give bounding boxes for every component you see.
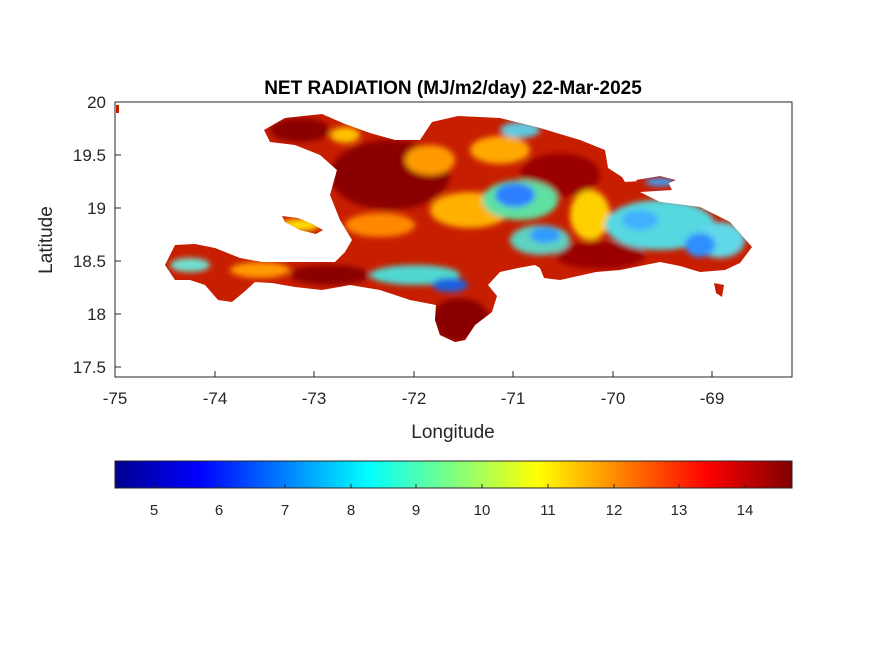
- colorbar: [114, 460, 793, 489]
- x-tick-label: -74: [203, 389, 228, 408]
- x-tick-label: -73: [302, 389, 327, 408]
- y-axis: 20 19.5 19 18.5 18 17.5: [73, 93, 121, 377]
- x-axis-label: Longitude: [411, 422, 494, 443]
- colorbar-tick-label: 11: [540, 502, 556, 519]
- y-tick-label: 17.5: [73, 358, 106, 377]
- x-tick-label: -75: [103, 389, 128, 408]
- x-tick-label: -71: [501, 389, 526, 408]
- y-tick-label: 20: [87, 93, 106, 112]
- colorbar-tick-label: 12: [606, 502, 623, 519]
- colorbar-tick-label: 10: [474, 502, 491, 519]
- colorbar-ticks: 5 6 7 8 9 10 11 12 13 14: [150, 484, 754, 519]
- x-tick-label: -69: [700, 389, 725, 408]
- y-tick-label: 19.5: [73, 146, 106, 165]
- y-tick-label: 18: [87, 305, 106, 324]
- y-tick-label: 18.5: [73, 252, 106, 271]
- x-tick-label: -72: [402, 389, 427, 408]
- colorbar-tick-label: 14: [737, 502, 754, 519]
- map-title: NET RADIATION (MJ/m2/day) 22-Mar-2025: [264, 78, 642, 99]
- x-tick-label: -70: [601, 389, 626, 408]
- x-axis: -75 -74 -73 -72 -71 -70 -69: [103, 371, 725, 408]
- speck-marker: [116, 105, 119, 113]
- y-tick-label: 19: [87, 199, 106, 218]
- colorbar-tick-label: 7: [281, 502, 289, 519]
- colorbar-tick-label: 9: [412, 502, 420, 519]
- colorbar-tick-label: 8: [347, 502, 355, 519]
- colorbar-tick-label: 13: [671, 502, 688, 519]
- colorbar-tick-label: 5: [150, 502, 158, 519]
- colorbar-tick-label: 6: [215, 502, 223, 519]
- y-axis-label: Latitude: [36, 206, 57, 274]
